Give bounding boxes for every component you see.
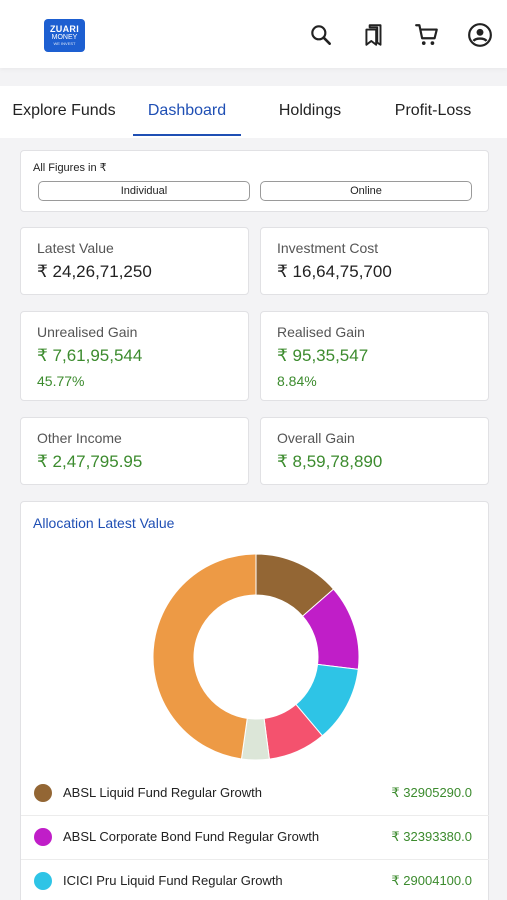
- legend-item[interactable]: ABSL Corporate Bond Fund Regular Growth …: [21, 816, 489, 860]
- app-header: ZUARI MONEY WE INVEST: [0, 0, 507, 68]
- legend-fund-amount: ₹ 29004100.0: [391, 873, 472, 888]
- overall-gain-amount: ₹ 8,59,78,890: [277, 452, 383, 471]
- legend-color-dot: [34, 828, 52, 846]
- other-income-card: Other Income ₹ 2,47,795.95: [20, 417, 249, 485]
- legend-fund-name: ABSL Liquid Fund Regular Growth: [63, 785, 262, 800]
- investment-cost-amount: ₹ 16,64,75,700: [277, 262, 392, 281]
- latest-value-label: Latest Value: [37, 240, 114, 256]
- realised-gain-card: Realised Gain ₹ 95,35,547 8.84%: [260, 311, 489, 401]
- tab-explore-funds[interactable]: Explore Funds: [12, 102, 116, 119]
- logo-line-2: MONEY: [51, 34, 78, 41]
- tab-profit-loss[interactable]: Profit-Loss: [394, 102, 472, 119]
- logo-line-1: ZUARI: [50, 24, 79, 34]
- latest-value-amount: ₹ 24,26,71,250: [37, 262, 152, 281]
- search-icon[interactable]: [306, 20, 336, 50]
- allocation-donut-chart: [152, 553, 360, 761]
- figures-label: All Figures in ₹: [33, 162, 107, 174]
- filter-card: All Figures in ₹ Individual Online: [20, 150, 489, 212]
- donut-slice-5[interactable]: [152, 553, 257, 760]
- overall-gain-card: Overall Gain ₹ 8,59,78,890: [260, 417, 489, 485]
- legend-color-dot: [34, 872, 52, 890]
- allocation-card: Allocation Latest Value ABSL Liquid Fund…: [20, 501, 489, 900]
- zuari-money-logo[interactable]: ZUARI MONEY WE INVEST: [44, 19, 85, 52]
- unrealised-gain-amount: ₹ 7,61,95,544: [37, 346, 143, 365]
- unrealised-gain-percent: 45.77%: [37, 373, 85, 389]
- legend-fund-amount: ₹ 32905290.0: [391, 785, 472, 800]
- online-filter-button[interactable]: Online: [260, 181, 472, 201]
- tab-dashboard[interactable]: Dashboard: [133, 86, 241, 136]
- legend-color-dot: [34, 784, 52, 802]
- other-income-amount: ₹ 2,47,795.95: [37, 452, 143, 471]
- overall-gain-label: Overall Gain: [277, 430, 355, 446]
- unrealised-gain-label: Unrealised Gain: [37, 324, 138, 340]
- bookmark-icon[interactable]: [359, 20, 389, 50]
- investment-cost-card: Investment Cost ₹ 16,64,75,700: [260, 227, 489, 295]
- legend-item[interactable]: ABSL Liquid Fund Regular Growth ₹ 329052…: [21, 772, 489, 816]
- realised-gain-percent: 8.84%: [277, 373, 317, 389]
- latest-value-card: Latest Value ₹ 24,26,71,250: [20, 227, 249, 295]
- profile-icon[interactable]: [465, 20, 495, 50]
- investment-cost-label: Investment Cost: [277, 240, 379, 256]
- legend-fund-amount: ₹ 32393380.0: [391, 829, 472, 844]
- legend-item[interactable]: ICICI Pru Liquid Fund Regular Growth ₹ 2…: [21, 860, 489, 900]
- cart-icon[interactable]: [412, 20, 442, 50]
- tab-bar: Explore Funds Dashboard Holdings Profit-…: [0, 86, 507, 138]
- other-income-label: Other Income: [37, 430, 122, 446]
- realised-gain-amount: ₹ 95,35,547: [277, 346, 369, 365]
- unrealised-gain-card: Unrealised Gain ₹ 7,61,95,544 45.77%: [20, 311, 249, 401]
- logo-line-3: WE INVEST: [53, 41, 76, 46]
- individual-filter-button[interactable]: Individual: [38, 181, 250, 201]
- legend-fund-name: ABSL Corporate Bond Fund Regular Growth: [63, 829, 320, 844]
- legend-fund-name: ICICI Pru Liquid Fund Regular Growth: [63, 873, 283, 888]
- allocation-title: Allocation Latest Value: [33, 515, 175, 531]
- realised-gain-label: Realised Gain: [277, 324, 365, 340]
- tab-holdings[interactable]: Holdings: [278, 102, 342, 119]
